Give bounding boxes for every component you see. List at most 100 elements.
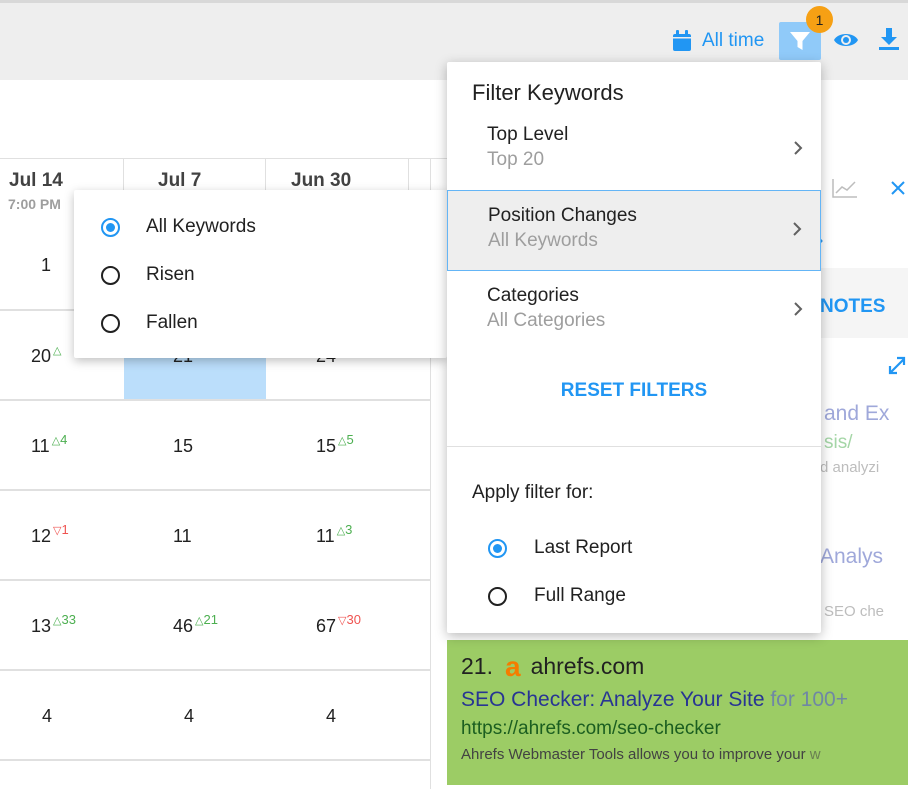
triangle-up-icon: △ [51, 435, 61, 447]
table-cell[interactable]: 15 [173, 436, 193, 457]
table-cell[interactable]: 4 [326, 706, 336, 727]
option-label: Risen [146, 264, 195, 285]
table-cell[interactable]: 11 △4 [31, 432, 67, 457]
table-cell[interactable]: 11 [173, 526, 192, 547]
calendar-icon [673, 30, 691, 51]
apply-filter-label: Apply filter for: [472, 482, 594, 503]
serp-url[interactable]: https://ahrefs.com/seo-checker [461, 718, 721, 739]
serp-ghost-url: sis/ [824, 432, 853, 453]
triangle-up-icon: △ [195, 615, 204, 627]
apply-full-range[interactable]: Full Range [488, 585, 626, 607]
table-cell[interactable]: 1 [41, 255, 51, 276]
rank-change-up: △ [53, 342, 61, 357]
filter-item-value: All Categories [487, 310, 606, 331]
triangle-down-icon: ▽ [53, 525, 62, 537]
panel-icons [820, 170, 908, 210]
table-cell[interactable]: 4 [42, 706, 52, 727]
rank-change-value: 1 [61, 522, 69, 537]
triangle-down-icon: ▽ [338, 615, 347, 627]
column-header-time: 7:00 PM [8, 196, 61, 212]
radio-empty-icon[interactable] [488, 586, 507, 606]
visibility-button[interactable] [833, 28, 859, 57]
rank-change-value: 3 [345, 522, 353, 537]
eye-icon [834, 34, 858, 46]
serp-title-link[interactable]: SEO Checker: Analyze Your Site for 100+ [461, 688, 848, 712]
rank-value: 4 [184, 706, 195, 726]
close-icon[interactable] [890, 180, 906, 196]
row-divider [0, 489, 430, 491]
serp-title: SEO Checker: Analyze Your Site [461, 688, 765, 711]
radio-selected-icon[interactable] [101, 217, 120, 237]
serp-ghost-title: and Ex [824, 402, 890, 425]
rank-change-value: 21 [203, 612, 218, 627]
triangle-up-icon: △ [336, 525, 346, 537]
rank-change-up: △33 [53, 612, 76, 627]
radio-selected-icon[interactable] [488, 538, 507, 558]
apply-last-report[interactable]: Last Report [488, 537, 632, 559]
table-cell[interactable]: 11 △3 [316, 522, 352, 547]
rank-change-down: ▽1 [53, 522, 69, 537]
radio-empty-icon[interactable] [101, 265, 120, 285]
chevron-right-icon [794, 302, 803, 316]
rank-value: 15 [316, 436, 337, 456]
table-cell[interactable]: 67 ▽30 [316, 612, 361, 637]
serp-ghost-desc-2: SEO che [824, 603, 885, 620]
chart-trend-icon[interactable] [832, 178, 858, 198]
column-header-date[interactable]: Jul 14 [9, 170, 63, 191]
row-divider [0, 399, 430, 401]
reset-filters-button[interactable]: RESET FILTERS [560, 380, 708, 401]
rank-value: 4 [42, 706, 53, 726]
row-divider [0, 579, 430, 581]
rank-change-up: △21 [195, 612, 218, 627]
triangle-up-icon: △ [53, 345, 62, 357]
ahrefs-logo-icon: a [504, 650, 521, 682]
rank-change-value: 33 [61, 612, 76, 627]
option-all-keywords[interactable]: All Keywords [101, 216, 256, 238]
download-button[interactable] [878, 27, 900, 56]
option-label: Fallen [146, 312, 198, 333]
filter-item-label: Categories [487, 285, 579, 306]
rank-value: 11 [173, 526, 192, 546]
date-range-picker[interactable]: All time [672, 28, 764, 54]
tab-notes[interactable]: NOTES [820, 268, 908, 338]
table-cell[interactable]: 12 ▽1 [31, 522, 69, 547]
rank-value: 20 [31, 346, 52, 366]
filter-item-value: Top 20 [487, 149, 545, 170]
filter-categories[interactable]: Categories All Categories [447, 271, 821, 352]
position-changes-menu: All Keywords Risen Fallen [74, 190, 447, 358]
filter-position-changes[interactable]: Position Changes All Keywords [447, 190, 821, 271]
serp-result-ahrefs: 21. a ahrefs.com SEO Checker: Analyze Yo… [447, 640, 908, 785]
funnel-icon [790, 32, 810, 50]
rank-change-up: △3 [337, 522, 353, 537]
table-cell[interactable]: 15 △5 [316, 432, 354, 457]
radio-empty-icon[interactable] [101, 313, 120, 333]
serp-description: Ahrefs Webmaster Tools allows you to imp… [461, 746, 821, 763]
rank-value: 1 [41, 255, 52, 275]
table-cell[interactable]: 46 △21 [173, 612, 218, 637]
filter-top-level[interactable]: Top Level Top 20 [447, 110, 821, 191]
filter-count-badge: 1 [806, 6, 833, 33]
serp-ghost-desc: d analyzi [820, 459, 880, 476]
rank-change-value: 30 [346, 612, 361, 627]
column-header-date[interactable]: Jul 7 [158, 170, 202, 191]
column-divider [265, 158, 266, 190]
chevron-right-icon [794, 141, 803, 155]
rank-value: 13 [31, 616, 52, 636]
column-divider [408, 158, 409, 190]
rank-value: 11 [316, 526, 335, 546]
serp-desc-text: Ahrefs Webmaster Tools allows you to imp… [461, 746, 806, 763]
triangle-up-icon: △ [53, 615, 62, 627]
rank-change-value: 5 [346, 432, 354, 447]
table-cell[interactable]: 13 △33 [31, 612, 76, 637]
option-fallen[interactable]: Fallen [101, 312, 198, 334]
rank-value: 67 [316, 616, 337, 636]
option-risen[interactable]: Risen [101, 264, 195, 286]
column-header-date[interactable]: Jun 30 [291, 170, 352, 191]
table-cell[interactable]: 4 [184, 706, 194, 727]
filter-item-label: Top Level [487, 124, 569, 145]
table-cell[interactable]: 20 △ [31, 345, 62, 367]
row-divider [0, 669, 430, 671]
rank-change-down: ▽30 [338, 612, 361, 627]
rank-value: 15 [173, 436, 194, 456]
expand-icon[interactable] [887, 354, 907, 376]
